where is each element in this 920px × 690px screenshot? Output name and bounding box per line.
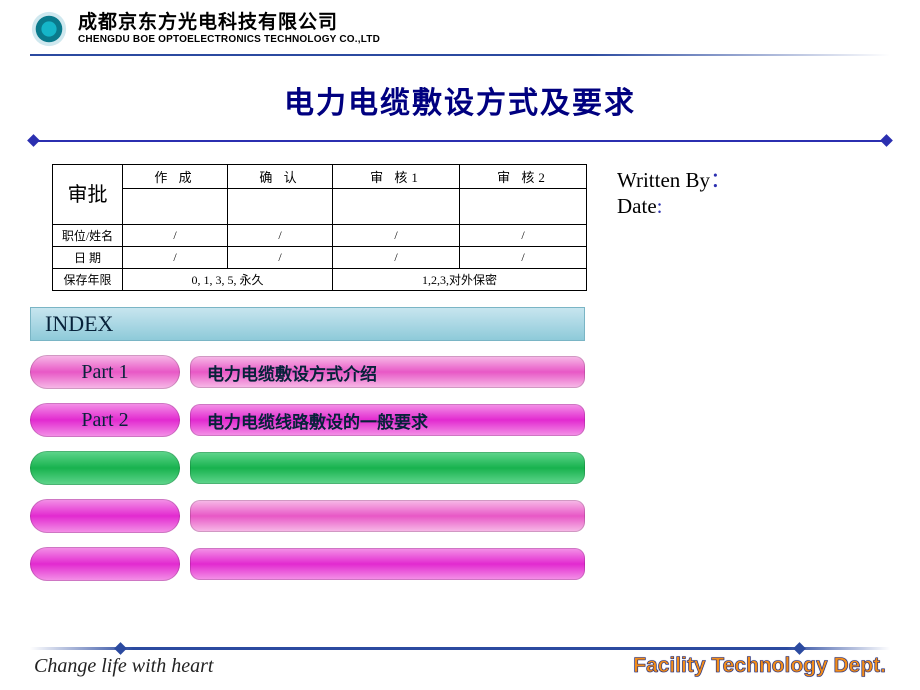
footer-dept: Facility Technology Dept. — [633, 654, 886, 678]
part-row — [30, 451, 585, 485]
part-row — [30, 547, 585, 581]
footer-value-right: 1,2,3,对外保密 — [333, 269, 587, 291]
date-label: Date: — [617, 194, 890, 219]
part-pill — [30, 451, 180, 485]
table-cell: / — [123, 225, 228, 247]
company-logo-icon — [30, 10, 68, 48]
table-cell: / — [123, 247, 228, 269]
title-divider — [30, 136, 890, 146]
part-row: Part 1 电力电缆敷设方式介绍 — [30, 355, 585, 389]
empty-cell — [460, 189, 587, 225]
footer-value-left: 0, 1, 3, 5, 永久 — [123, 269, 333, 291]
company-name-cn: 成都京东方光电科技有限公司 — [78, 12, 380, 34]
table-cell: / — [228, 225, 333, 247]
row-label: 日 期 — [53, 247, 123, 269]
part-bar — [190, 452, 585, 484]
footer-tagline: Change life with heart — [34, 655, 213, 678]
part-pill — [30, 547, 180, 581]
part-pill: Part 1 — [30, 355, 180, 389]
col-header: 审 核2 — [460, 165, 587, 189]
footer-divider — [30, 647, 890, 650]
empty-cell — [123, 189, 228, 225]
part-bar — [190, 500, 585, 532]
row-label: 职位/姓名 — [53, 225, 123, 247]
index-heading: INDEX — [30, 307, 585, 341]
part-bar — [190, 548, 585, 580]
page-title: 电力电缆敷设方式及要求 — [0, 78, 920, 122]
part-bar: 电力电缆线路敷设的一般要求 — [190, 404, 585, 436]
part-pill — [30, 499, 180, 533]
table-cell: / — [333, 225, 460, 247]
table-cell: / — [460, 247, 587, 269]
part-pill: Part 2 — [30, 403, 180, 437]
footer: Change life with heart Facility Technolo… — [0, 647, 920, 678]
company-name-en: CHENGDU BOE OPTOELECTRONICS TECHNOLOGY C… — [78, 34, 380, 46]
part-row: Part 2 电力电缆线路敷设的一般要求 — [30, 403, 585, 437]
approval-header: 审批 — [53, 165, 123, 225]
table-cell: / — [333, 247, 460, 269]
part-bar: 电力电缆敷设方式介绍 — [190, 356, 585, 388]
empty-cell — [333, 189, 460, 225]
header-divider — [30, 54, 890, 56]
table-cell: / — [460, 225, 587, 247]
table-cell: / — [228, 247, 333, 269]
footer-label: 保存年限 — [53, 269, 123, 291]
header: 成都京东方光电科技有限公司 CHENGDU BOE OPTOELECTRONIC… — [0, 0, 920, 52]
part-row — [30, 499, 585, 533]
col-header: 审 核1 — [333, 165, 460, 189]
written-by-label: Written By： — [617, 164, 890, 194]
col-header: 确 认 — [228, 165, 333, 189]
col-header: 作 成 — [123, 165, 228, 189]
empty-cell — [228, 189, 333, 225]
approval-table: 审批 作 成 确 认 审 核1 审 核2 职位/姓名 / / / / 日 — [52, 164, 587, 291]
